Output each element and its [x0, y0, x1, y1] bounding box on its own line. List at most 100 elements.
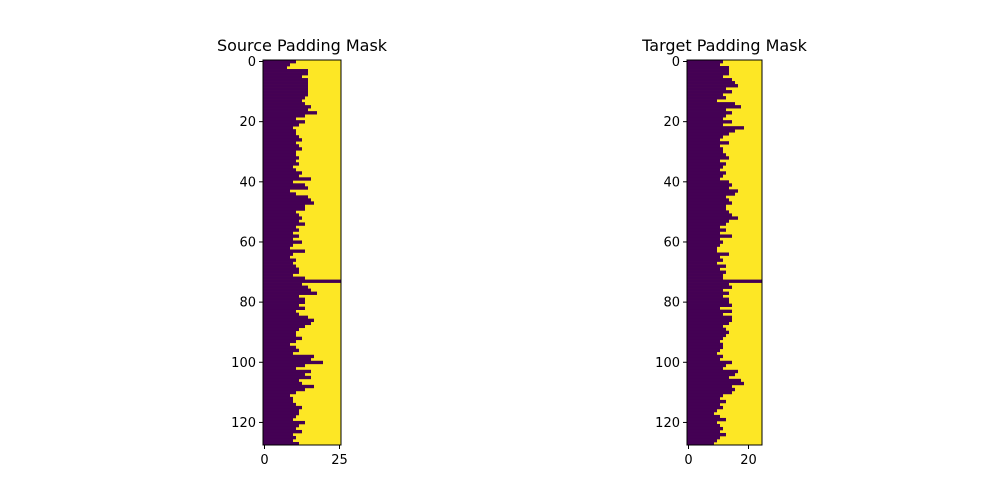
target-mask-row-100: [687, 360, 732, 365]
source-mask-row-18: [263, 114, 305, 118]
source-mask-row-78: [263, 294, 299, 298]
target-mask-row-87: [687, 321, 729, 326]
target-mask-row-99: [687, 357, 720, 362]
target-mask-row-22: [687, 126, 744, 130]
target-mask-row-41: [687, 183, 732, 187]
source-mask-row-98: [263, 354, 314, 359]
source-mask-row-1: [263, 63, 290, 67]
target-mask-row-110: [687, 390, 732, 395]
source-mask-row-57: [263, 231, 293, 235]
target-mask-row-15: [687, 105, 741, 109]
source-mask-row-100: [263, 360, 323, 365]
source-mask-row-34: [263, 162, 299, 166]
target-mask-row-28: [687, 144, 720, 148]
target-mask-row-118: [687, 414, 720, 419]
target-mask-row-27: [687, 141, 729, 145]
target-mask-row-88: [687, 324, 723, 329]
source-mask-row-97: [263, 351, 293, 356]
source-mask-row-64: [263, 252, 293, 256]
source-mask-row-114: [263, 402, 296, 407]
target-mask-row-6: [687, 78, 732, 82]
target-mask-row-52: [687, 216, 738, 220]
source-mask-row-94: [263, 342, 290, 347]
target-mask-row-93: [687, 339, 720, 344]
source-mask-row-105: [263, 375, 311, 380]
source-mask-row-24: [263, 132, 296, 136]
target-mask-row-72: [687, 276, 723, 280]
target-y-tick-label-40: 40: [663, 175, 680, 190]
source-mask-row-76: [263, 288, 311, 292]
source-mask-row-2: [263, 66, 287, 70]
source-mask-row-53: [263, 219, 299, 223]
source-mask-row-91: [263, 333, 296, 338]
target-mask-row-14: [687, 102, 735, 106]
target-mask-row-44: [687, 192, 735, 196]
target-x-tick-label-20: 20: [740, 453, 757, 468]
target-mask-row-68: [687, 264, 726, 268]
target-mask-row-97: [687, 351, 717, 356]
target-mask-row-122: [687, 426, 723, 431]
source-mask-row-81: [263, 303, 299, 307]
target-y-tick-label-0: 0: [672, 55, 680, 70]
target-mask-row-94: [687, 342, 723, 347]
source-mask-row-28: [263, 144, 299, 148]
target-mask-row-42: [687, 186, 729, 190]
source-mask-row-8: [263, 84, 308, 88]
source-mask-row-104: [263, 372, 305, 377]
target-mask-row-74: [687, 282, 729, 286]
target-mask-row-57: [687, 231, 720, 235]
source-mask-row-122: [263, 426, 296, 431]
target-mask-row-112: [687, 396, 720, 401]
target-mask-row-66: [687, 258, 723, 262]
target-mask-row-125: [687, 435, 720, 440]
source-mask-row-96: [263, 348, 299, 353]
target-mask-row-32: [687, 156, 729, 160]
source-mask-row-49: [263, 207, 305, 211]
target-mask-row-50: [687, 210, 729, 214]
source-mask-row-109: [263, 387, 305, 392]
source-mask-row-89: [263, 327, 299, 332]
target-mask-row-9: [687, 87, 726, 91]
target-mask-row-102: [687, 366, 723, 371]
target-mask-row-37: [687, 171, 726, 175]
target-mask-row-95: [687, 345, 723, 350]
target-mask-row-126: [687, 438, 717, 443]
source-mask-row-13: [263, 99, 302, 103]
target-mask-row-85: [687, 315, 732, 320]
target-mask-row-86: [687, 318, 732, 323]
target-mask-row-121: [687, 423, 720, 428]
target-mask-row-8: [687, 84, 738, 88]
source-mask-row-113: [263, 399, 293, 404]
source-mask-row-123: [263, 429, 302, 434]
source-mask-row-58: [263, 234, 299, 238]
source-mask-row-108: [263, 384, 314, 389]
target-mask-row-30: [687, 150, 723, 154]
source-mask-row-47: [263, 201, 314, 205]
target-mask-row-98: [687, 354, 723, 359]
target-mask-row-76: [687, 288, 723, 292]
source-mask-row-56: [263, 228, 299, 232]
source-mask-row-126: [263, 438, 293, 443]
source-mask-row-40: [263, 180, 293, 184]
source-mask-row-46: [263, 198, 311, 202]
target-mask-row-43: [687, 189, 738, 193]
source-mask-row-82: [263, 306, 305, 310]
target-mask-row-34: [687, 162, 726, 166]
target-mask-row-83: [687, 309, 732, 314]
source-axes-frame: [262, 59, 342, 446]
source-y-tick-label-20: 20: [239, 115, 256, 130]
source-mask-row-4: [263, 72, 308, 76]
source-mask-row-84: [263, 312, 299, 317]
source-mask-row-15: [263, 105, 311, 109]
source-mask-row-55: [263, 225, 296, 229]
target-mask-row-123: [687, 429, 720, 434]
source-mask-row-43: [263, 189, 290, 193]
target-mask-row-89: [687, 327, 726, 332]
source-mask-row-19: [263, 117, 296, 121]
target-mask-row-71: [687, 273, 723, 277]
target-mask-row-106: [687, 378, 741, 383]
source-mask-row-88: [263, 324, 305, 329]
target-mask-row-108: [687, 384, 732, 389]
source-y-tick-label-120: 120: [231, 416, 256, 431]
